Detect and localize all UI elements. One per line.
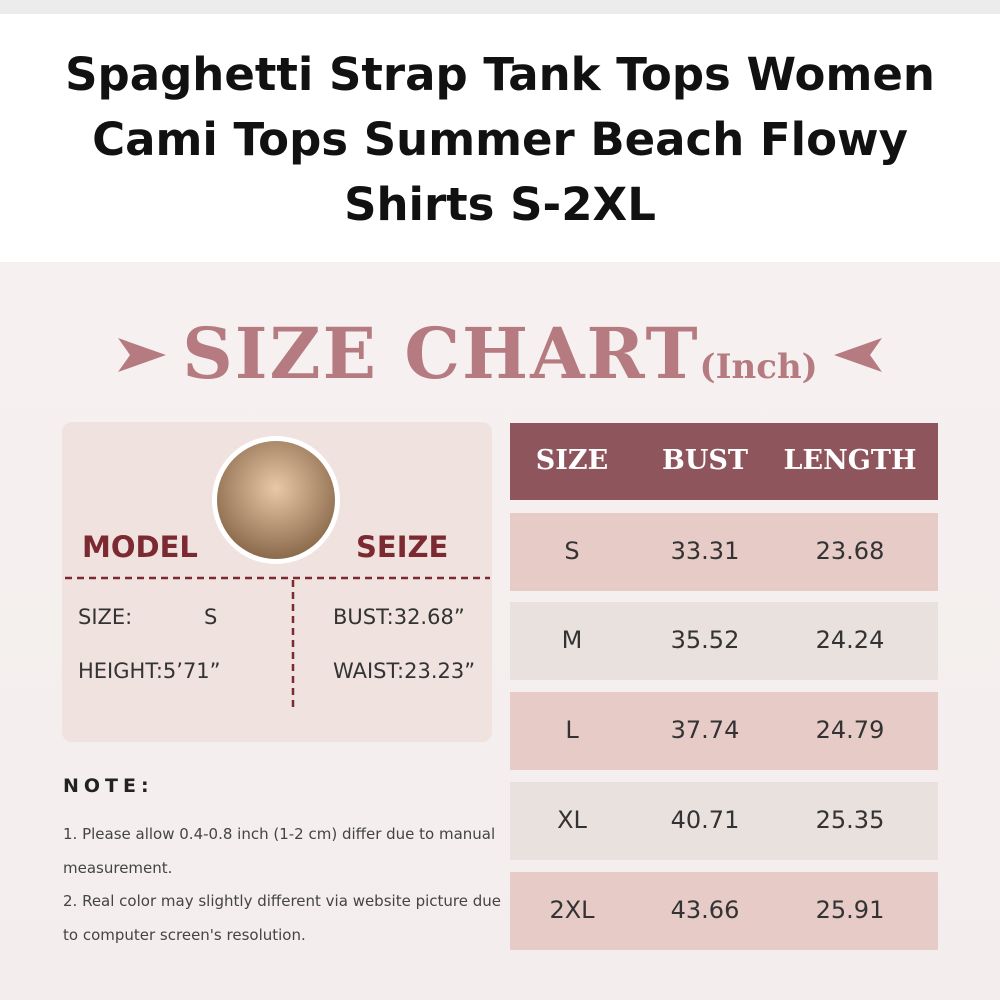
model-label: MODEL (82, 530, 198, 564)
note: 1. Please allow 0.4-0.8 inch (1-2 cm) di… (63, 818, 508, 952)
table-row (510, 782, 938, 860)
product-title: Spaghetti Strap Tank Tops Women Cami Top… (65, 48, 935, 231)
table-row (510, 513, 938, 591)
table-cell: 25.35 (815, 806, 885, 834)
size-value: S (204, 605, 218, 629)
table-cell: L (565, 716, 579, 744)
table-cell: 24.24 (815, 626, 885, 654)
table-row (510, 602, 938, 680)
header-cell: BUST (662, 445, 748, 476)
table-cell: 37.74 (670, 716, 740, 744)
seize-label: SEIZE (356, 530, 449, 564)
size-label: SIZE: (78, 605, 133, 629)
top-band (0, 0, 1000, 14)
bust: BUST:32.68” (333, 605, 465, 629)
heading-unit: (Inch) (699, 347, 818, 387)
height: HEIGHT:5’71” (78, 659, 221, 683)
header-cell: SIZE (535, 445, 609, 476)
waist: WAIST:23.23” (333, 659, 476, 683)
header-cell: LENGTH (783, 445, 917, 476)
table-cell: 33.31 (670, 537, 740, 565)
size-table: SIZE BUST LENGTH S 33.31 23.68 M 35.52 24.24 L 37.… (510, 423, 938, 953)
arrow-left (118, 338, 166, 372)
table-cell: XL (557, 806, 587, 834)
heading-text: SIZE CHART (182, 312, 700, 395)
model-photo (217, 441, 335, 559)
table-cell: M (561, 626, 583, 654)
table-row (510, 872, 938, 950)
table-cell: 25.91 (815, 896, 885, 924)
table-cell: 43.66 (670, 896, 740, 924)
size-chart-heading: SIZE CHART(Inch) (0, 312, 1000, 395)
table-row (510, 692, 938, 770)
arrows (118, 338, 882, 372)
table-cell: 24.79 (815, 716, 885, 744)
table-cell: 40.71 (670, 806, 740, 834)
table-cell: 23.68 (815, 537, 885, 565)
note-line: 2. Real color may slightly different via… (63, 892, 501, 944)
table-cell: S (564, 537, 580, 565)
note-line: 1. Please allow 0.4-0.8 inch (1-2 cm) di… (63, 825, 496, 877)
note-title: NOTE: (63, 775, 154, 797)
arrow-right (834, 338, 882, 372)
header-row (510, 423, 938, 500)
table-cell: 2XL (549, 896, 595, 924)
table-cell: 35.52 (670, 626, 740, 654)
